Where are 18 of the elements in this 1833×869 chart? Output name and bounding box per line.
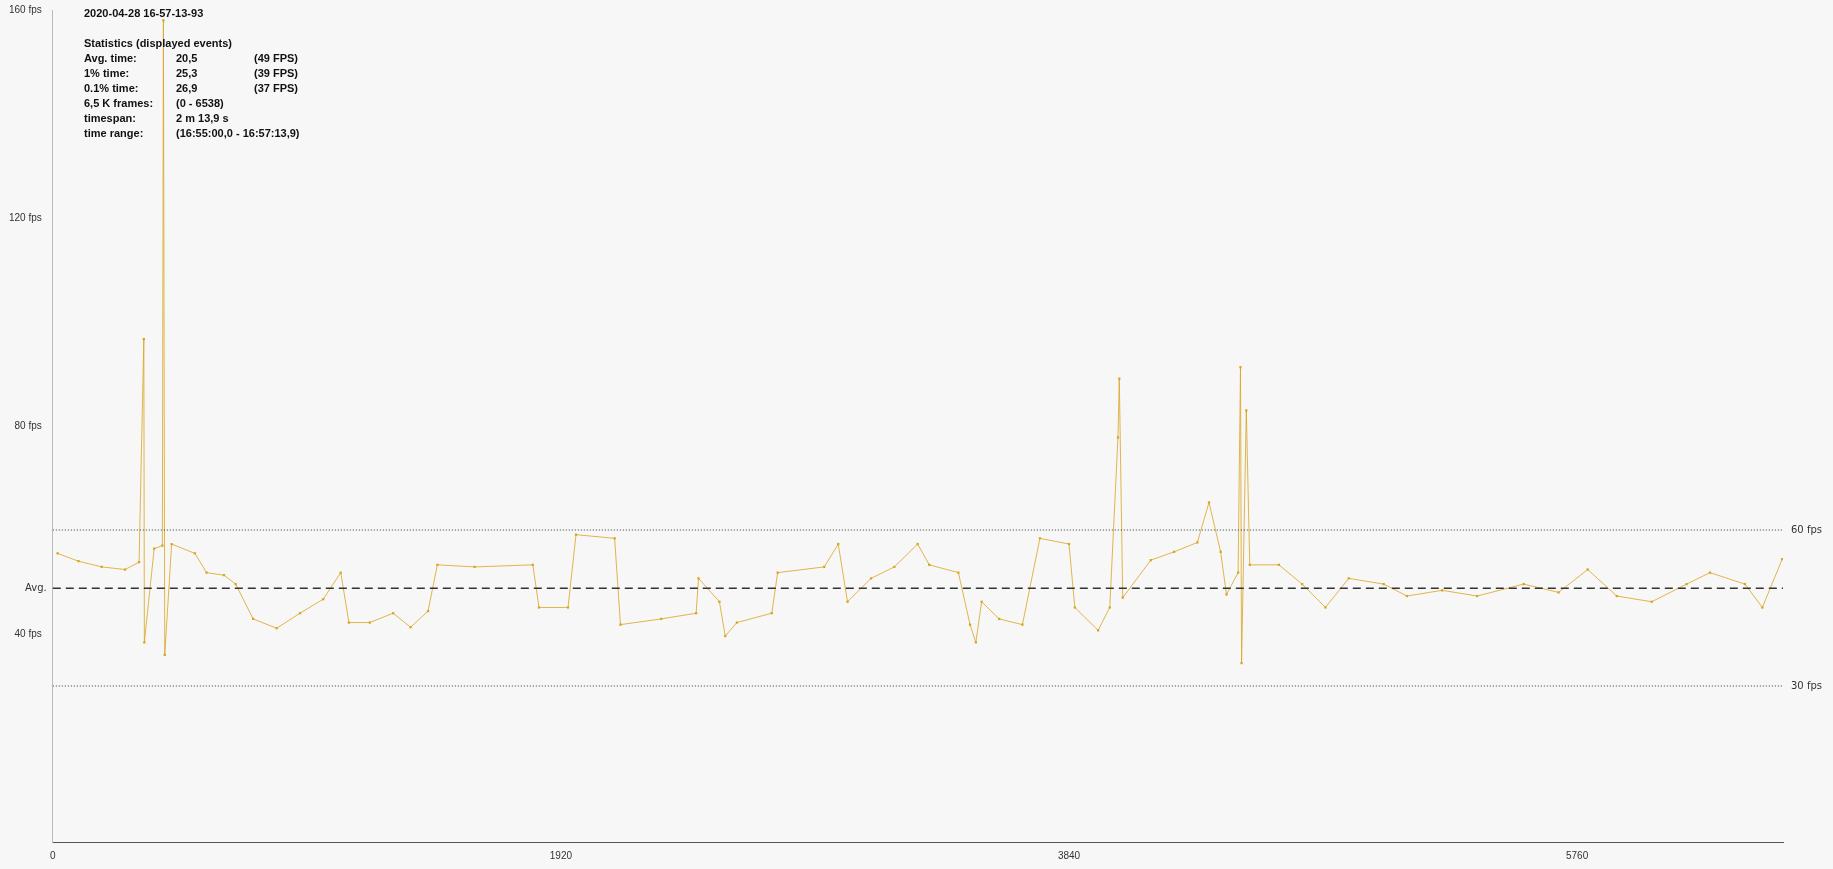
text: 0.1% time: 26,9 (37 FPS) — [84, 82, 299, 94]
y-tick-label: 80 fps — [14, 419, 42, 431]
ref-line-label: 60 fps — [1791, 523, 1822, 535]
ref-line-label: Avg. — [25, 581, 47, 593]
y-tick-label: 120 fps — [8, 211, 42, 223]
x-tick-label: 3840 — [1057, 849, 1081, 861]
text: timespan: 2 m 13,9 s — [84, 112, 229, 124]
y-tick-label: 40 fps — [14, 627, 42, 639]
ref-line-label: 30 fps — [1791, 679, 1822, 691]
text: 6,5 K frames: (0 - 6538) — [84, 97, 224, 109]
x-tick-label: 1920 — [549, 849, 573, 861]
x-tick-label: 0 — [50, 849, 57, 861]
x-tick-label: 5760 — [1565, 849, 1589, 861]
text: time range: (16:55:00,0 - 16:57:13,9) — [84, 127, 300, 139]
y-tick-label: 160 fps — [8, 3, 42, 15]
chart-title: 2020-04-28 16-57-13-93 — [84, 6, 205, 21]
text: Avg. time: 20,5 (49 FPS) — [84, 52, 299, 64]
text: 1% time: 25,3 (39 FPS) — [84, 67, 299, 79]
